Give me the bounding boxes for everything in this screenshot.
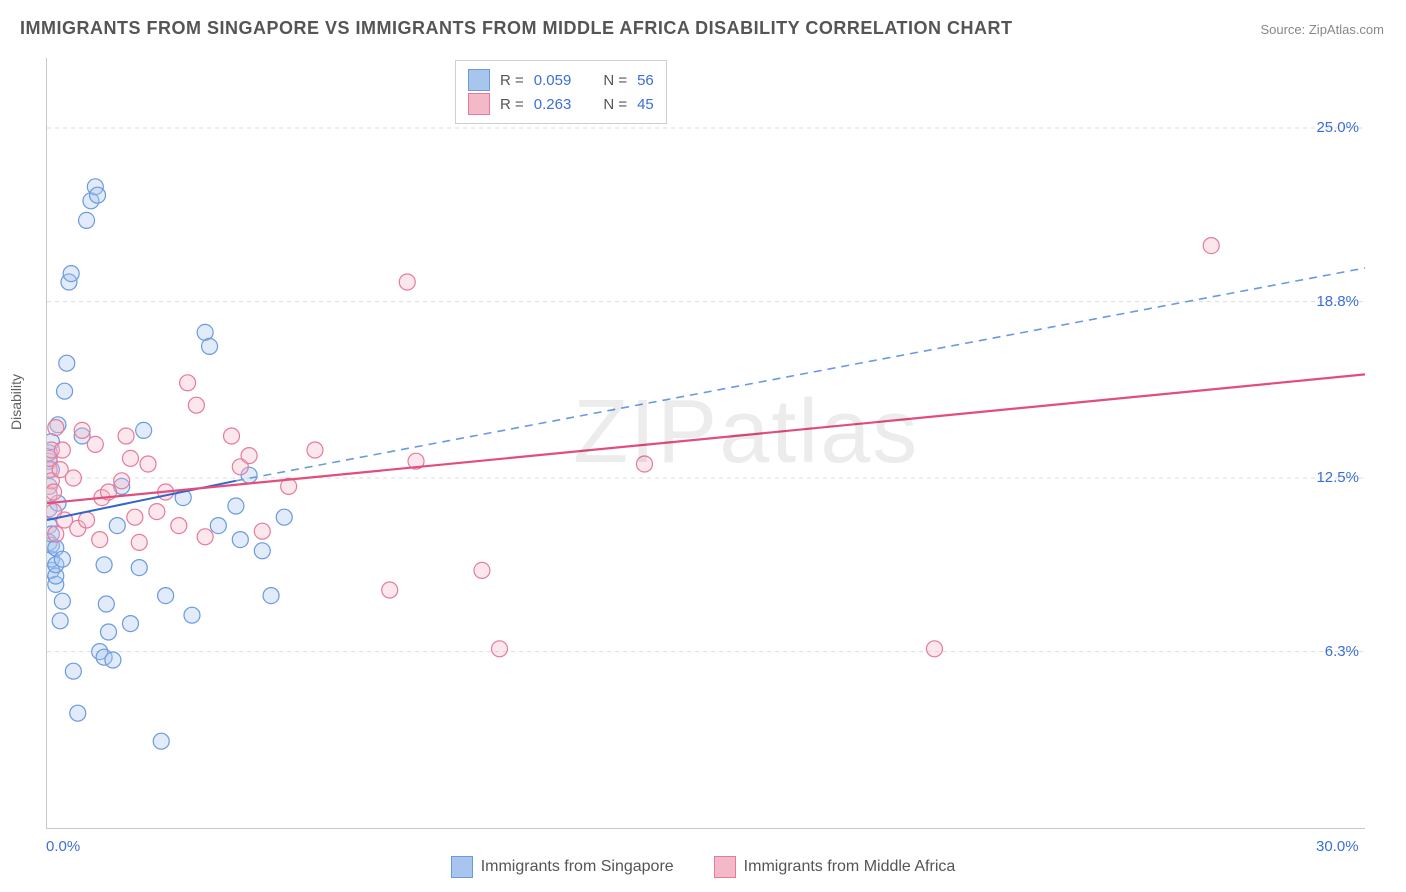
- swatch-singapore: [468, 69, 490, 91]
- y-tick-label: 18.8%: [1304, 293, 1359, 310]
- r-value-singapore: 0.059: [534, 72, 572, 89]
- y-tick-label: 25.0%: [1304, 119, 1359, 136]
- n-value-singapore: 56: [637, 72, 654, 89]
- y-axis-label: Disability: [8, 374, 24, 430]
- chart-title: IMMIGRANTS FROM SINGAPORE VS IMMIGRANTS …: [20, 18, 1012, 39]
- r-label: R =: [500, 96, 524, 113]
- n-label: N =: [603, 72, 627, 89]
- source-link[interactable]: ZipAtlas.com: [1309, 22, 1384, 37]
- x-tick-label: 0.0%: [46, 838, 80, 855]
- y-tick-label: 6.3%: [1304, 643, 1359, 660]
- r-label: R =: [500, 72, 524, 89]
- n-value-middle-africa: 45: [637, 96, 654, 113]
- legend-item-middle-africa: Immigrants from Middle Africa: [714, 856, 956, 878]
- x-tick-label: 30.0%: [1316, 838, 1359, 855]
- legend-label: Immigrants from Singapore: [481, 858, 674, 876]
- source-label: Source:: [1260, 22, 1308, 37]
- legend-label: Immigrants from Middle Africa: [744, 858, 956, 876]
- swatch-singapore: [451, 856, 473, 878]
- series-legend: Immigrants from Singapore Immigrants fro…: [0, 856, 1406, 878]
- y-tick-label: 12.5%: [1304, 469, 1359, 486]
- legend-row-singapore: R = 0.059 N = 56: [468, 69, 654, 91]
- n-label: N =: [603, 96, 627, 113]
- r-value-middle-africa: 0.263: [534, 96, 572, 113]
- swatch-middle-africa: [714, 856, 736, 878]
- legend-row-middle-africa: R = 0.263 N = 45: [468, 93, 654, 115]
- correlation-legend: R = 0.059 N = 56 R = 0.263 N = 45: [455, 60, 667, 124]
- swatch-middle-africa: [468, 93, 490, 115]
- source-attribution: Source: ZipAtlas.com: [1260, 22, 1384, 37]
- legend-item-singapore: Immigrants from Singapore: [451, 856, 674, 878]
- scatter-plot: [46, 58, 1365, 829]
